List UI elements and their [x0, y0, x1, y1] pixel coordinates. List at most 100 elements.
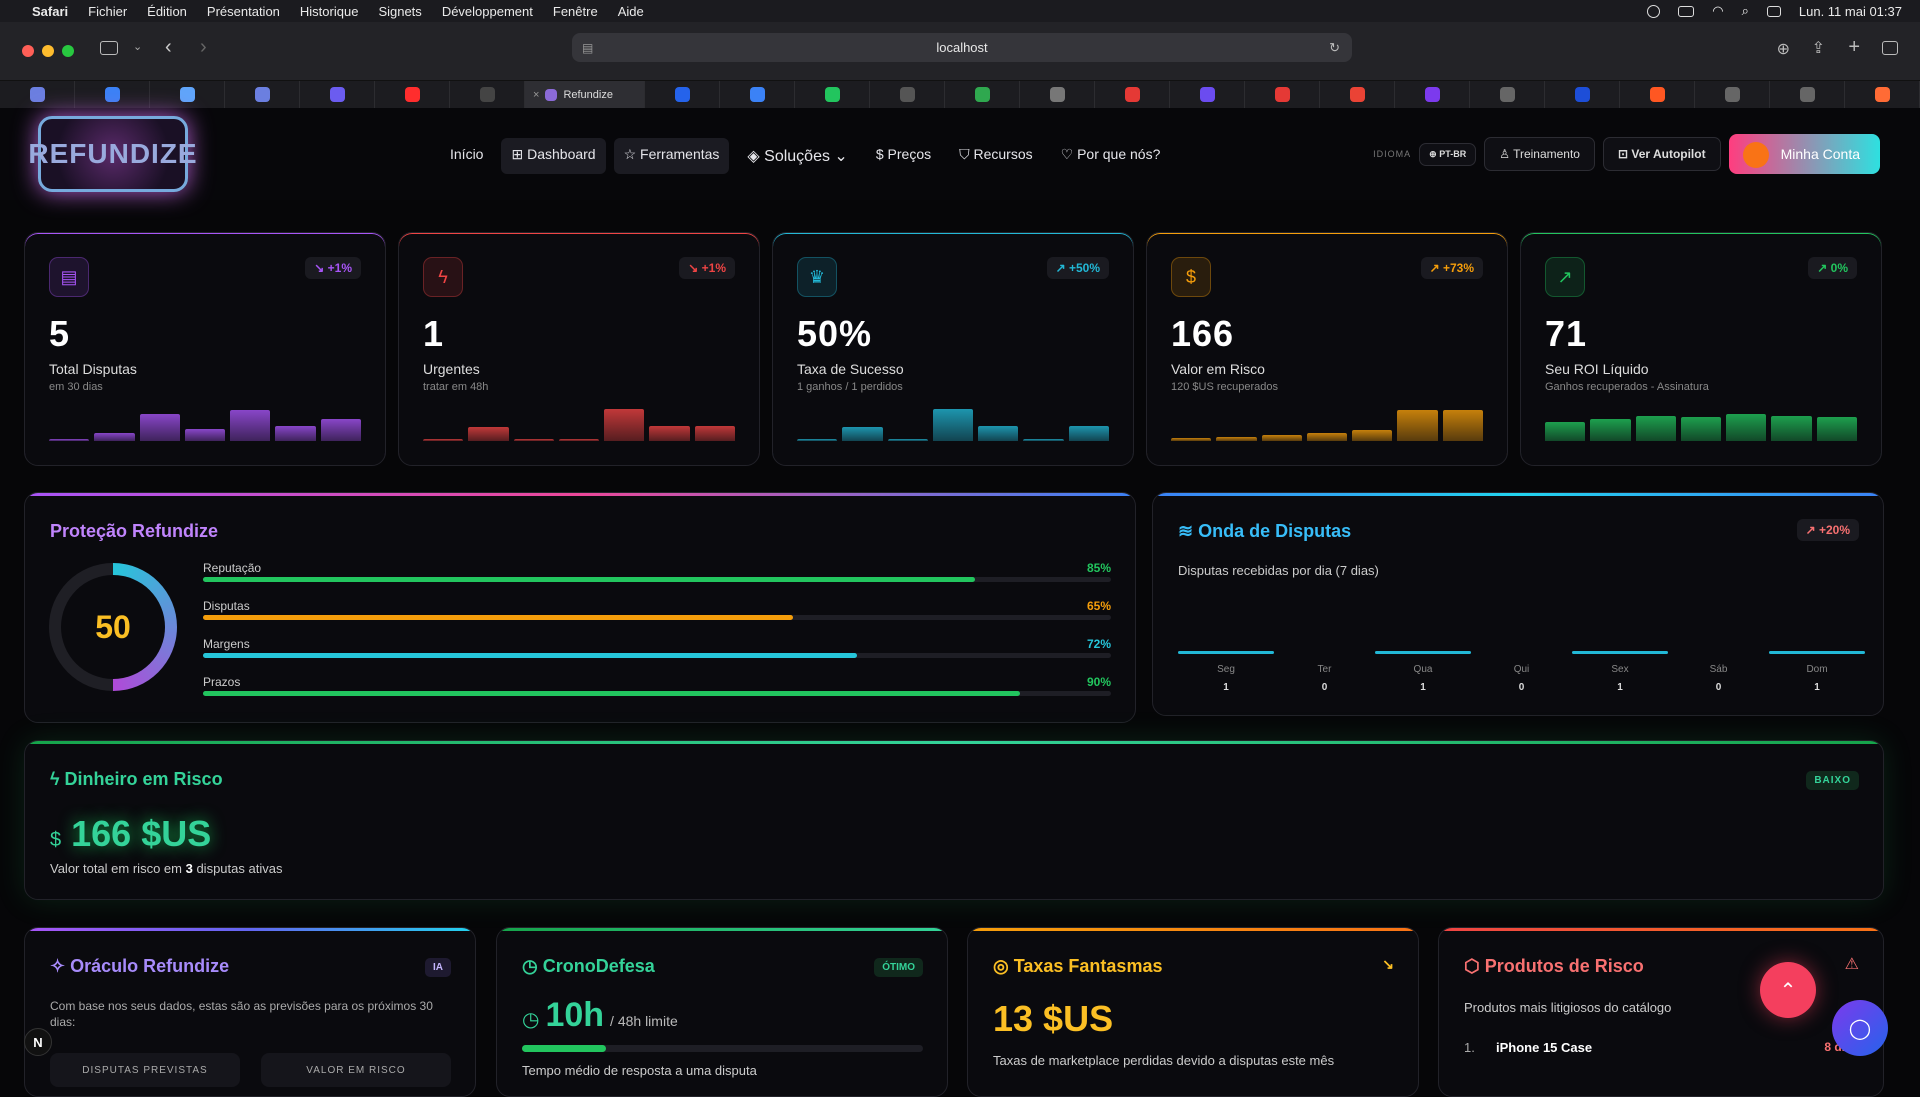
- mini-bar: [797, 439, 838, 441]
- browser-tab[interactable]: [225, 80, 300, 109]
- browser-tab[interactable]: [0, 80, 75, 109]
- tab-active[interactable]: × Refundize: [525, 80, 645, 109]
- browser-tab[interactable]: [1695, 80, 1770, 109]
- menu-developpement[interactable]: Développement: [441, 3, 533, 19]
- forward-icon[interactable]: ›: [200, 36, 207, 58]
- day-column: Qui 0: [1474, 651, 1570, 693]
- browser-tab[interactable]: [795, 80, 870, 109]
- training-button[interactable]: ♙ Treinamento: [1484, 137, 1595, 171]
- sidebar-icon[interactable]: [100, 41, 118, 55]
- nav-ferramentas[interactable]: ☆ Ferramentas: [613, 138, 730, 174]
- reload-icon[interactable]: ↻: [1329, 39, 1340, 55]
- protection-metric: Prazos 90%: [203, 675, 1111, 696]
- browser-tab[interactable]: [1395, 80, 1470, 109]
- browser-tab[interactable]: [75, 80, 150, 109]
- browser-tab[interactable]: [1545, 80, 1620, 109]
- nav-recursos[interactable]: ⛉ Recursos: [949, 138, 1043, 174]
- scroll-to-top-button[interactable]: ⌃: [1760, 962, 1816, 1018]
- browser-tab[interactable]: [1770, 80, 1845, 109]
- mini-bar: [1771, 415, 1812, 441]
- mini-bar: [1216, 436, 1257, 441]
- menu-fenetre[interactable]: Fenêtre: [552, 3, 598, 19]
- browser-tab[interactable]: [1620, 80, 1695, 109]
- address-bar[interactable]: ▤ localhost ↻: [572, 33, 1352, 62]
- autopilot-button[interactable]: ⊡ Ver Autopilot: [1602, 137, 1721, 171]
- account-button[interactable]: Minha Conta: [1728, 134, 1880, 174]
- menu-fichier[interactable]: Fichier: [88, 3, 128, 19]
- menu-aide[interactable]: Aide: [617, 3, 644, 19]
- nav-dashboard[interactable]: ⊞ Dashboard: [501, 138, 606, 174]
- language-selector[interactable]: ⊕ PT-BR: [1419, 142, 1477, 166]
- menu-historique[interactable]: Historique: [299, 3, 359, 19]
- browser-tab[interactable]: [450, 80, 525, 109]
- next-dev-indicator[interactable]: N: [24, 1028, 52, 1056]
- browser-tab[interactable]: [1245, 80, 1320, 109]
- box-icon: ⬡: [1464, 956, 1485, 976]
- day-count: 1: [1223, 682, 1229, 693]
- browser-tab[interactable]: [945, 80, 1020, 109]
- coins-icon: ◎: [993, 956, 1014, 976]
- new-tab-icon[interactable]: +: [1848, 36, 1860, 58]
- risk-level-badge: BAIXO: [1806, 771, 1859, 790]
- product-row[interactable]: 1. iPhone 15 Case 8 disp: [1464, 1040, 1859, 1055]
- wifi-icon[interactable]: ◠: [1712, 3, 1724, 18]
- language-value: PT-BR: [1439, 148, 1467, 159]
- menu-app[interactable]: Safari: [32, 3, 69, 19]
- close-tab-icon[interactable]: ×: [533, 88, 540, 101]
- dispute-wave-card: ≋ Onda de Disputas ↗ +20% Disputas receb…: [1152, 492, 1884, 716]
- favicon-icon: [1349, 87, 1365, 102]
- browser-tab[interactable]: [1320, 80, 1395, 109]
- nav-solucoes[interactable]: ◈ Soluções ⌄: [737, 138, 857, 174]
- stat-label: Urgentes: [423, 361, 480, 377]
- browser-tab[interactable]: [720, 80, 795, 109]
- layers-icon: ◈: [747, 148, 765, 165]
- day-count: 1: [1420, 682, 1426, 693]
- card-accent: [497, 928, 947, 931]
- browser-tab[interactable]: [1845, 80, 1920, 109]
- chat-button[interactable]: ◯: [1832, 1000, 1888, 1056]
- menu-signets[interactable]: Signets: [378, 3, 422, 19]
- play-icon[interactable]: [1647, 4, 1661, 18]
- mini-bar: [1306, 432, 1348, 441]
- nav-inicio[interactable]: Início: [450, 146, 484, 162]
- download-icon[interactable]: ⊕: [1776, 41, 1790, 58]
- battery-icon[interactable]: [1678, 5, 1695, 17]
- menu-edition[interactable]: Édition: [147, 3, 187, 19]
- refundize-logo[interactable]: REFUNDIZE: [28, 116, 197, 192]
- browser-tab[interactable]: [1470, 80, 1545, 109]
- zoom-window-button[interactable]: [62, 45, 74, 57]
- chevron-down-icon[interactable]: ⌄: [133, 41, 143, 53]
- browser-tab[interactable]: [1095, 80, 1170, 109]
- favicon-icon: [329, 87, 345, 102]
- search-icon[interactable]: ⌕: [1741, 3, 1749, 18]
- favicon-icon: [29, 87, 45, 102]
- nav-solucoes-label: Soluções: [764, 148, 830, 165]
- mini-bar: [1023, 439, 1064, 441]
- tab-overview-icon[interactable]: [1882, 41, 1898, 55]
- page-settings-icon[interactable]: ▤: [582, 40, 594, 55]
- browser-tab[interactable]: [870, 80, 945, 109]
- nav-por-que-nos[interactable]: ♡ Por que nós?: [1051, 138, 1171, 174]
- browser-tab[interactable]: [1020, 80, 1095, 109]
- mini-bar: [1816, 417, 1857, 441]
- url-text[interactable]: localhost: [936, 40, 988, 55]
- browser-tab[interactable]: [1170, 80, 1245, 109]
- close-window-button[interactable]: [22, 45, 34, 57]
- browser-tab[interactable]: [300, 80, 375, 109]
- favicon-icon: [824, 87, 840, 102]
- taxas-title-text: Taxas Fantasmas: [1013, 956, 1163, 976]
- share-icon[interactable]: ⇪: [1811, 40, 1825, 57]
- nav-precos[interactable]: $ Preços: [866, 138, 941, 174]
- grid-icon: ⊞: [511, 146, 528, 162]
- minimize-window-button[interactable]: [42, 45, 54, 57]
- clock[interactable]: Lun. 11 mai 01:37: [1798, 3, 1902, 19]
- browser-tab[interactable]: [150, 80, 225, 109]
- browser-tab[interactable]: [645, 80, 720, 109]
- protection-title: Proteção Refundize: [50, 521, 219, 541]
- browser-tab[interactable]: [375, 80, 450, 109]
- control-center-icon[interactable]: [1766, 5, 1781, 17]
- main-nav: Início ⊞ Dashboard ☆ Ferramentas ◈ Soluç…: [440, 138, 1170, 174]
- menu-presentation[interactable]: Présentation: [206, 3, 280, 19]
- money-title-text: Dinheiro em Risco: [64, 769, 223, 789]
- back-icon[interactable]: ‹: [165, 36, 172, 58]
